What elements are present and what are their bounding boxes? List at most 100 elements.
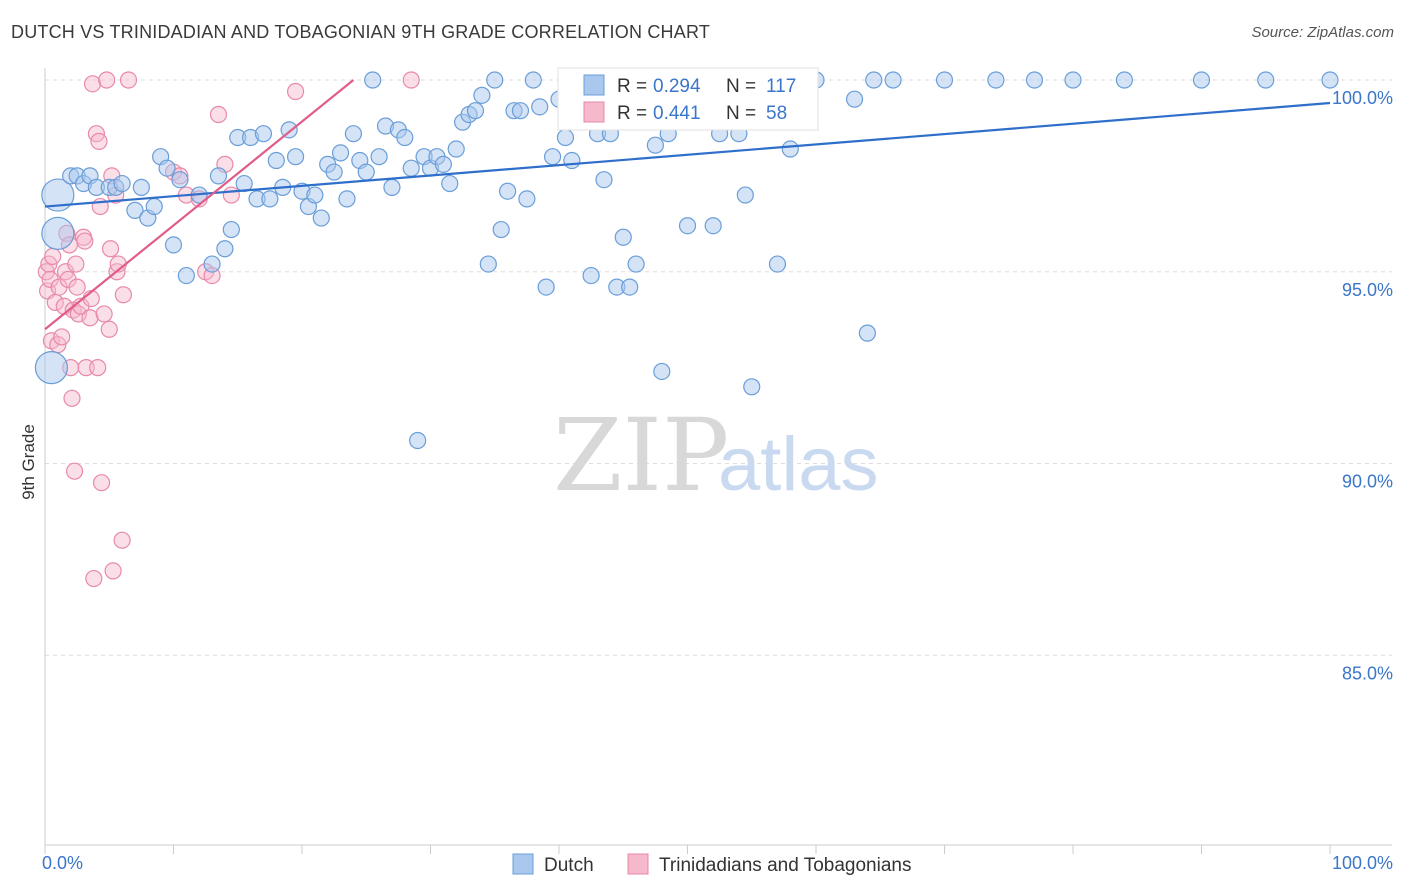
dutch-point	[409, 431, 427, 450]
watermark-zip: ZIP	[553, 397, 729, 514]
trini-bottom-swatch	[627, 853, 649, 875]
dutch-point	[267, 151, 285, 170]
trini-r-label: R =	[617, 103, 647, 124]
dutch-n-label: N =	[726, 76, 756, 97]
dutch-point	[614, 228, 632, 246]
dutch-point	[563, 151, 581, 170]
dutch-point	[865, 71, 883, 89]
dutch-point	[543, 148, 562, 166]
dutch-point	[216, 240, 234, 258]
dutch-point	[402, 159, 420, 177]
dutch-point	[537, 278, 555, 296]
dutch-point	[370, 148, 388, 166]
dutch-point	[987, 71, 1005, 89]
dutch-point	[935, 71, 954, 89]
dutch-point	[556, 128, 575, 147]
dutch-point	[338, 190, 356, 208]
dutch-r-value: 0.294	[653, 76, 701, 97]
dutch-point	[383, 178, 401, 196]
dutch-legend-swatch	[583, 74, 605, 96]
dutch-point	[357, 163, 375, 181]
chart-title: DUTCH VS TRINIDADIAN AND TOBAGONIAN 9TH …	[11, 22, 711, 42]
trini-bottom-label: Trinidadians and Tobagonians	[659, 855, 911, 876]
trini-point	[100, 320, 118, 338]
trini-points	[37, 71, 420, 588]
y-tick-label: 90.0%	[1342, 472, 1393, 492]
dutch-point	[222, 220, 240, 239]
dutch-point	[177, 266, 195, 285]
dutch-point	[736, 186, 754, 204]
trini-point	[85, 569, 103, 588]
trini-n-label: N =	[726, 103, 756, 124]
trini-point	[65, 462, 84, 480]
dutch-point	[441, 174, 459, 193]
dutch-point	[492, 220, 510, 239]
dutch-point	[743, 378, 761, 396]
dutch-point	[884, 71, 902, 89]
dutch-point	[1257, 71, 1275, 89]
trini-point	[76, 232, 94, 250]
dutch-point	[621, 278, 639, 296]
trini-point	[92, 474, 111, 492]
trini-point	[104, 562, 122, 580]
series-legend: Dutch Trinidadians and Tobagonians	[512, 853, 911, 876]
trini-point	[101, 240, 120, 258]
dutch-point	[1025, 71, 1044, 89]
dutch-point	[41, 216, 75, 250]
trini-point	[68, 278, 86, 296]
trend-lines	[44, 79, 1331, 331]
dutch-point	[646, 136, 664, 154]
trini-n-value: 58	[766, 103, 787, 124]
dutch-point	[531, 98, 549, 116]
dutch-bottom-label: Dutch	[544, 855, 594, 876]
dutch-trend-line	[44, 101, 1331, 208]
dutch-point	[113, 174, 131, 193]
trini-point	[44, 247, 62, 266]
dutch-point	[781, 140, 799, 158]
dutch-point	[126, 201, 144, 219]
trini-trend-line	[44, 79, 355, 331]
x-tick-label: 100.0%	[1332, 853, 1393, 873]
dutch-point	[1115, 71, 1134, 89]
dutch-point	[34, 351, 69, 385]
dutch-point	[344, 125, 362, 143]
dutch-point	[286, 148, 305, 166]
dutch-point	[331, 144, 350, 162]
dutch-point	[171, 171, 189, 189]
dutch-point	[511, 102, 530, 120]
dutch-point	[1321, 71, 1339, 89]
trini-point	[95, 305, 113, 323]
dutch-point	[595, 171, 613, 189]
dutch-point	[203, 255, 221, 273]
trini-point	[222, 186, 240, 204]
stats-legend: R = 0.294 N = 117 R = 0.441 N = 58	[557, 67, 819, 131]
dutch-point	[524, 71, 542, 89]
dutch-point	[364, 71, 382, 89]
dutch-point	[306, 186, 324, 204]
trini-point	[209, 105, 228, 124]
trini-legend-swatch	[583, 101, 605, 123]
dutch-point	[164, 236, 183, 254]
x-tick-labels: 0.0% 100.0%	[42, 853, 1393, 873]
dutch-point	[41, 178, 75, 212]
trini-point	[53, 328, 71, 346]
dutch-point	[312, 209, 330, 227]
trini-point	[63, 389, 81, 407]
dutch-point	[447, 140, 465, 158]
dutch-point	[486, 71, 504, 89]
dutch-bottom-swatch	[512, 853, 534, 875]
y-tick-labels: 100.0% 95.0% 90.0% 85.0%	[1332, 88, 1393, 683]
dutch-point	[704, 217, 722, 235]
trini-point	[114, 286, 132, 304]
trini-point	[98, 71, 116, 89]
y-tick-label: 95.0%	[1342, 280, 1393, 300]
trini-point	[89, 359, 107, 377]
dutch-point	[479, 255, 497, 273]
dutch-point	[678, 217, 697, 235]
dutch-point	[261, 190, 279, 208]
dutch-point	[499, 182, 517, 200]
dutch-point	[325, 163, 343, 181]
trini-point	[119, 71, 138, 89]
dutch-points	[34, 71, 1339, 450]
